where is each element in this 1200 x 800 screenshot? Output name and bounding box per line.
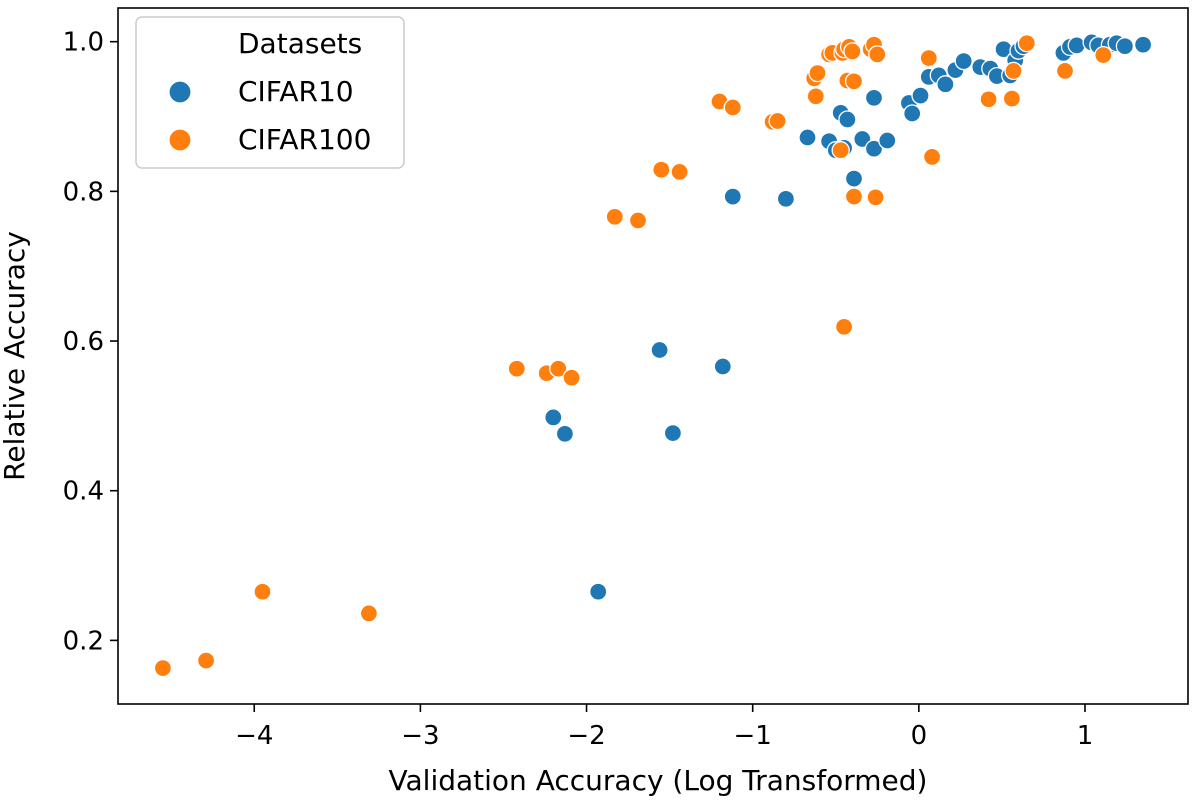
x-axis-label: Validation Accuracy (Log Transformed) [389, 764, 928, 797]
point-cifar100-17 [808, 63, 827, 83]
legend-title: Datasets [238, 27, 362, 60]
legend-box [135, 16, 405, 169]
point-cifar100-8 [605, 207, 624, 226]
x-tick-label-3: −1 [734, 721, 772, 751]
point-cifar10-20 [903, 104, 922, 123]
point-cifar100-29 [844, 187, 864, 206]
point-cifar10-15 [853, 129, 872, 149]
point-cifar100-11 [670, 162, 689, 182]
point-cifar100-40 [1055, 61, 1075, 81]
legend-label-cifar100: CIFAR100 [238, 123, 371, 156]
point-cifar100-1 [196, 651, 216, 670]
point-cifar100-7 [562, 368, 581, 387]
point-cifar10-1 [544, 408, 563, 427]
point-cifar100-28 [834, 317, 854, 336]
x-tick-label-0: −4 [235, 721, 273, 751]
point-cifar100-34 [919, 48, 938, 68]
point-cifar10-16 [864, 139, 884, 158]
y-axis: 0.2 0.4 0.6 0.8 1.0 [63, 28, 118, 656]
y-tick-label-3: 0.8 [63, 177, 104, 207]
point-cifar100-33 [868, 45, 887, 64]
point-cifar100-9 [628, 211, 648, 230]
x-tick-label-1: −3 [401, 721, 439, 751]
point-cifar10-0 [589, 582, 608, 601]
points-layer [153, 33, 1153, 678]
point-cifar100-27 [831, 141, 850, 160]
point-cifar10-26 [954, 51, 973, 71]
point-cifar100-13 [723, 98, 742, 117]
y-tick-label-2: 0.6 [63, 327, 104, 357]
x-tick-label-4: 0 [911, 721, 928, 751]
point-cifar100-38 [1004, 61, 1023, 81]
point-cifar100-3 [359, 604, 379, 623]
point-cifar100-24 [843, 42, 862, 61]
point-cifar100-0 [153, 658, 173, 678]
point-cifar10-14 [844, 169, 864, 188]
point-cifar100-4 [507, 359, 526, 378]
y-tick-label-4: 1.0 [63, 28, 104, 58]
point-cifar100-2 [253, 582, 272, 601]
point-cifar100-37 [1002, 89, 1022, 108]
point-cifar10-13 [838, 110, 857, 129]
point-cifar100-35 [922, 147, 942, 167]
point-cifar10-8 [798, 128, 817, 147]
x-tick-label-5: 1 [1077, 721, 1094, 751]
point-cifar10-43 [1133, 35, 1153, 54]
point-cifar100-10 [652, 160, 671, 179]
point-cifar10-2 [555, 424, 575, 443]
legend-label-cifar10: CIFAR10 [238, 75, 354, 108]
point-cifar100-41 [1094, 45, 1113, 65]
point-cifar100-36 [979, 90, 998, 109]
point-cifar10-17 [878, 131, 897, 150]
x-axis: −4 −3 −2 −1 0 1 [235, 704, 1093, 751]
point-cifar10-5 [713, 357, 732, 376]
point-cifar100-26 [844, 72, 864, 91]
point-cifar100-30 [866, 188, 885, 207]
point-cifar10-4 [663, 423, 683, 443]
point-cifar100-18 [806, 87, 825, 106]
legend-marker-cifar10 [168, 80, 192, 104]
legend-marker-cifar100 [168, 128, 192, 152]
point-cifar100-39 [1017, 34, 1036, 53]
plot-frame [117, 7, 1189, 705]
y-tick-label-0: 0.2 [63, 626, 104, 656]
point-cifar10-21 [911, 86, 930, 105]
point-cifar10-7 [776, 189, 796, 208]
point-cifar10-37 [1067, 36, 1086, 55]
point-cifar10-3 [650, 340, 669, 360]
point-cifar10-24 [936, 75, 955, 94]
y-axis-label: Relative Accuracy [0, 231, 31, 481]
point-cifar10-6 [723, 187, 742, 206]
legend: Datasets CIFAR10 CIFAR100 [135, 16, 405, 169]
y-tick-label-1: 0.4 [63, 477, 104, 507]
point-cifar10-18 [864, 88, 884, 107]
point-cifar100-15 [768, 111, 787, 131]
point-cifar100-6 [549, 359, 568, 378]
point-cifar10-42 [1115, 37, 1135, 56]
x-tick-label-2: −2 [567, 721, 605, 751]
